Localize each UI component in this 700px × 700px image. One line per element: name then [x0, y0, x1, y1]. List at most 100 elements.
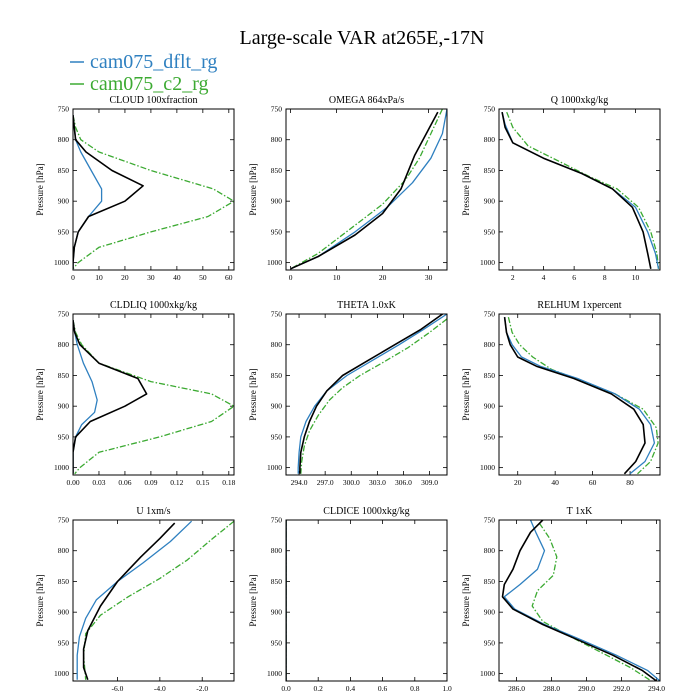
y-tick-label: 900	[271, 197, 283, 206]
y-tick-label: 800	[58, 135, 70, 144]
y-tick-label: 850	[484, 166, 496, 175]
x-tick-label: 0.09	[144, 478, 157, 487]
y-axis-label: Pressure [hPa]	[461, 163, 471, 215]
y-tick-label: 750	[58, 516, 70, 525]
series-line-green	[82, 520, 234, 680]
series-line-blue	[73, 320, 98, 474]
x-tick-label: 80	[626, 478, 634, 487]
y-tick-label: 800	[271, 135, 283, 144]
legend-label-dflt: cam075_dflt_rg	[90, 51, 217, 73]
y-tick-label: 950	[271, 227, 283, 236]
panel-title: THETA 1.0xK	[337, 300, 396, 311]
series-line-blue	[73, 115, 103, 269]
panel-1: CLOUD 100xfraction Pressure [hPa] 750 800 85…	[35, 95, 235, 282]
y-tick-label: 850	[271, 371, 283, 380]
series-line-green	[73, 114, 234, 270]
series-line-green	[73, 319, 234, 475]
y-tick-label: 900	[271, 608, 283, 617]
plot-frame	[498, 313, 661, 476]
panel-9: T 1xK Pressure [hPa] 750 800 850 900 950 1000 28…	[461, 506, 665, 693]
x-tick-label: 292.0	[613, 684, 630, 693]
x-tick-label: 10	[95, 273, 103, 282]
series-line-black	[503, 317, 646, 475]
x-tick-label: 286.0	[508, 684, 525, 693]
y-tick-label: 750	[271, 516, 283, 525]
panel-2: OMEGA 864xPa/s Pressure [hPa] 750 800 850 900…	[248, 95, 448, 282]
panel-title: CLOUD 100xfraction	[109, 95, 197, 106]
panel-title: RELHUM 1xpercent	[537, 300, 621, 311]
series-line-blue	[290, 109, 447, 270]
panel-6: RELHUM 1xpercent Pressure [hPa] 750 800 850 9…	[461, 300, 661, 487]
y-axis-label: Pressure [hPa]	[248, 163, 258, 215]
series-line-blue	[76, 520, 193, 680]
x-tick-label: 60	[225, 273, 233, 282]
x-tick-label: 0.8	[410, 684, 420, 693]
x-tick-label: 290.0	[578, 684, 595, 693]
x-tick-label: 10	[333, 273, 341, 282]
plot-frame	[285, 108, 448, 271]
y-tick-label: 1000	[480, 258, 495, 267]
y-tick-label: 800	[484, 135, 496, 144]
series-line-black	[82, 522, 176, 681]
y-tick-label: 850	[484, 577, 496, 586]
plot-frame	[72, 313, 235, 476]
y-tick-label: 1000	[267, 258, 282, 267]
x-tick-label: 0.12	[170, 478, 183, 487]
panel-7: U 1xm/s Pressure [hPa] 750 800 850 900 950 1000…	[35, 506, 235, 693]
y-tick-label: 850	[58, 166, 70, 175]
y-tick-label: 800	[58, 340, 70, 349]
series-line-blue	[297, 314, 447, 474]
x-tick-label: -2.0	[196, 684, 208, 693]
y-axis-label: Pressure [hPa]	[248, 368, 258, 420]
legend-label-c2: cam075_c2_rg	[90, 73, 209, 95]
y-axis-label: Pressure [hPa]	[461, 574, 471, 626]
x-tick-label: -4.0	[154, 684, 166, 693]
plot-frame	[498, 519, 661, 682]
y-tick-label: 950	[271, 432, 283, 441]
figure-title: Large-scale VAR at265E,-17N	[240, 27, 485, 49]
y-tick-label: 950	[484, 227, 496, 236]
x-tick-label: 40	[173, 273, 181, 282]
series-line-green	[300, 318, 447, 474]
x-tick-label: 306.0	[395, 478, 412, 487]
panel-title: T 1xK	[567, 506, 593, 517]
y-tick-label: 850	[484, 371, 496, 380]
y-tick-label: 850	[58, 577, 70, 586]
panel-3: Q 1000xkg/kg Pressure [hPa] 750 800 850 900 95…	[461, 95, 661, 282]
y-tick-label: 850	[271, 166, 283, 175]
panel-title: OMEGA 864xPa/s	[329, 95, 404, 106]
x-tick-label: 0	[289, 273, 293, 282]
x-tick-label: 0.06	[118, 478, 131, 487]
y-tick-label: 1000	[54, 258, 69, 267]
series-line-black	[501, 520, 657, 681]
y-tick-label: 750	[58, 105, 70, 114]
y-tick-label: 950	[484, 638, 496, 647]
x-tick-label: 2	[511, 273, 515, 282]
y-tick-label: 800	[271, 546, 283, 555]
y-tick-label: 850	[58, 371, 70, 380]
x-tick-label: 0	[71, 273, 75, 282]
panel-4: CLDLIQ 1000xkg/kg Pressure [hPa] 750 800 850…	[35, 300, 236, 487]
y-tick-label: 950	[271, 638, 283, 647]
y-tick-label: 900	[58, 197, 70, 206]
series-line-black	[73, 115, 144, 269]
y-tick-label: 900	[271, 402, 283, 411]
x-tick-label: 0.0	[281, 684, 291, 693]
plot-frame	[498, 108, 661, 271]
panel-title: U 1xm/s	[136, 506, 170, 517]
y-tick-label: 1000	[480, 669, 495, 678]
x-tick-label: 294.0	[291, 478, 308, 487]
series-line-green	[531, 522, 650, 681]
y-tick-label: 950	[58, 432, 70, 441]
y-tick-label: 1000	[480, 463, 495, 472]
plot-frame	[72, 108, 235, 271]
y-tick-label: 750	[271, 105, 283, 114]
y-tick-label: 900	[484, 197, 496, 206]
x-tick-label: 50	[199, 273, 207, 282]
series-line-black	[501, 111, 652, 269]
x-tick-label: 30	[425, 273, 433, 282]
x-tick-label: 8	[603, 273, 607, 282]
y-tick-label: 1000	[54, 463, 69, 472]
series-line-green	[506, 111, 660, 269]
